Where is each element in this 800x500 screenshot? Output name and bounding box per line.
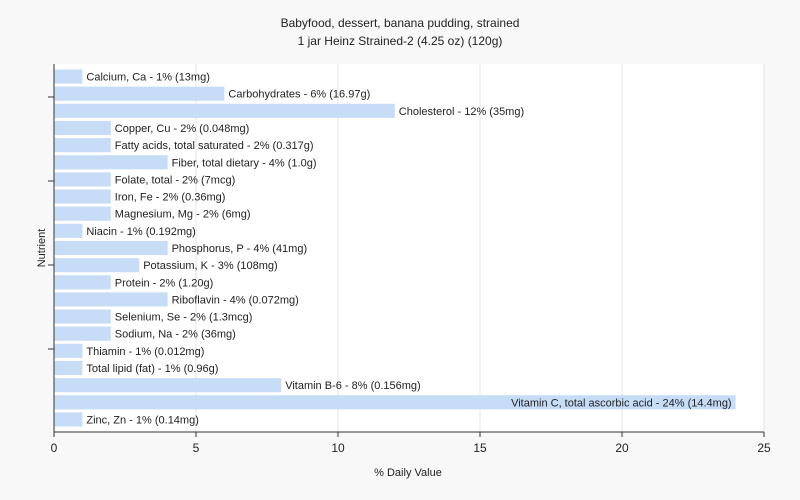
- axes: 0 5 10 15 20 25: [48, 64, 771, 455]
- bar-label: Calcium, Ca - 1% (13mg): [86, 72, 209, 84]
- bar-label: Phosphorus, P - 4% (41mg): [172, 243, 308, 255]
- plot-area: [54, 64, 764, 432]
- bar-label: Folate, total - 2% (7mcg): [115, 174, 235, 186]
- bar: [54, 412, 83, 427]
- chart-subtitle: 1 jar Heinz Strained-2 (4.25 oz) (120g): [298, 34, 503, 48]
- y-axis-label: Nutrient: [36, 229, 48, 268]
- bar-label: Magnesium, Mg - 2% (6mg): [115, 209, 251, 221]
- bar-label: Protein - 2% (1.20g): [115, 277, 213, 289]
- bar-label: Thiamin - 1% (0.012mg): [86, 346, 204, 358]
- bar: [54, 223, 83, 238]
- x-tick-label: 0: [51, 441, 58, 455]
- bar: [54, 240, 168, 256]
- bar-label: Total lipid (fat) - 1% (0.96g): [86, 363, 218, 375]
- bar: [54, 395, 736, 410]
- bar-label: Vitamin B-6 - 8% (0.156mg): [285, 380, 421, 392]
- bar-label: Potassium, K - 3% (108mg): [143, 260, 278, 272]
- bar: [54, 309, 111, 324]
- bar-label: Selenium, Se - 2% (1.3mcg): [115, 312, 253, 324]
- x-tick-label: 10: [331, 441, 345, 455]
- x-tick-label: 5: [193, 441, 200, 455]
- bar: [54, 155, 168, 170]
- bar: [54, 343, 83, 358]
- x-tick-label: 20: [615, 441, 629, 455]
- bar-label: Fatty acids, total saturated - 2% (0.317…: [115, 140, 314, 152]
- bar: [54, 378, 282, 393]
- x-axis-label: % Daily Value: [374, 467, 442, 479]
- bar-label: Copper, Cu - 2% (0.048mg): [115, 123, 250, 135]
- bar: [54, 275, 111, 290]
- bar: [54, 138, 111, 153]
- bar: [54, 326, 111, 341]
- bar: [54, 189, 111, 204]
- bar-label: Cholesterol - 12% (35mg): [399, 106, 524, 118]
- bar: [54, 69, 83, 84]
- bar: [54, 258, 140, 273]
- bar-label: Niacin - 1% (0.192mg): [86, 226, 195, 238]
- bar: [54, 86, 225, 101]
- bars: Calcium, Ca - 1% (13mg) Carbohydrates - 6…: [54, 69, 736, 427]
- x-tick-label: 15: [473, 441, 487, 455]
- bar: [54, 360, 83, 376]
- bar-label: Fiber, total dietary - 4% (1.0g): [172, 157, 317, 169]
- bar-label: Sodium, Na - 2% (36mg): [115, 329, 236, 341]
- bar-label: Zinc, Zn - 1% (0.14mg): [86, 414, 198, 426]
- bar-label: Iron, Fe - 2% (0.36mg): [115, 192, 226, 204]
- bar-label: Vitamin C, total ascorbic acid - 24% (14…: [511, 397, 732, 409]
- bar: [54, 292, 168, 307]
- grid-lines: [54, 64, 765, 432]
- bar: [54, 120, 111, 136]
- bar: [54, 172, 111, 187]
- chart-title: Babyfood, dessert, banana pudding, strai…: [281, 16, 520, 30]
- bar: [54, 206, 111, 221]
- bar: [54, 103, 395, 118]
- bar-label: Riboflavin - 4% (0.072mg): [172, 294, 299, 306]
- x-tick-label: 25: [757, 441, 771, 455]
- bar-label: Carbohydrates - 6% (16.97g): [228, 89, 370, 101]
